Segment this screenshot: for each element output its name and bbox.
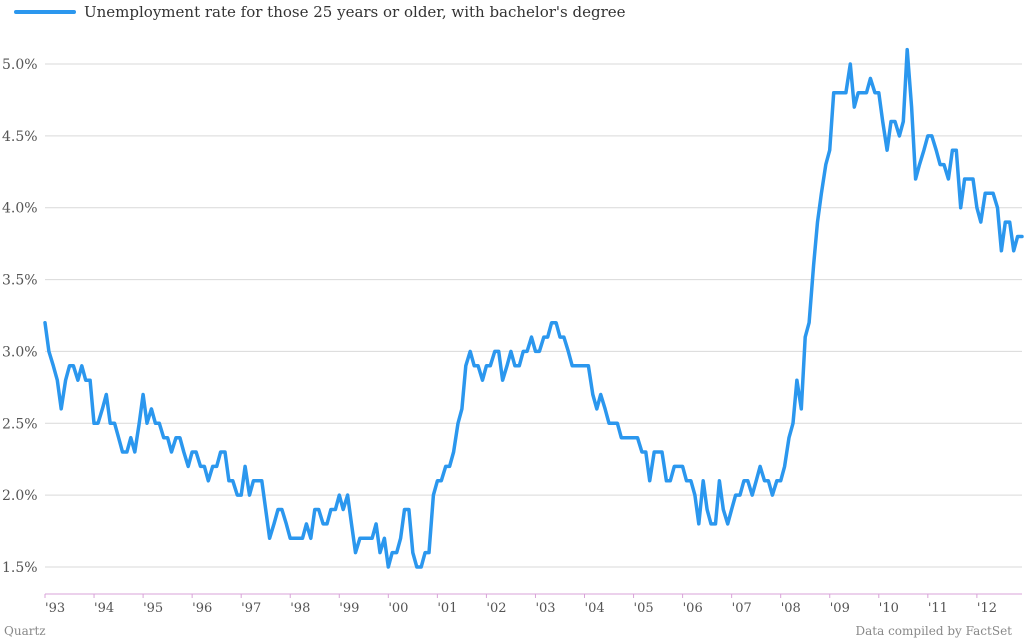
x-tick-label: '96 [192,601,212,616]
x-tick-label: '03 [535,601,555,616]
x-tick-label: '08 [781,601,801,616]
x-tick-label: '07 [732,601,752,616]
y-tick-label: 2.0% [2,488,38,504]
x-tick-label: '06 [683,601,703,616]
y-tick-label: 2.5% [2,416,38,432]
x-tick-label: '93 [45,601,65,616]
x-tick-label: '04 [585,601,605,616]
source-credit: Quartz [4,624,46,638]
legend-label: Unemployment rate for those 25 years or … [84,3,626,21]
x-tick-label: '11 [928,601,948,616]
series-line [43,47,1024,569]
x-tick-label: '12 [977,601,997,616]
y-axis: 1.5% 2.0% 2.5% 3.0% 3.5% 4.0% 4.5% 5.0% [2,57,38,576]
y-tick-label: 4.0% [2,201,38,217]
x-tick-label: '09 [830,601,850,616]
x-tick-label: '99 [339,601,359,616]
y-tick-label: 1.5% [2,560,38,576]
legend: Unemployment rate for those 25 years or … [14,3,626,21]
x-axis: '93 '94 '95 '96 '97 '98 '99 '00 '01 '02 '03 '04 '05 '… [44,594,997,616]
x-tick-label: '94 [94,601,114,616]
x-tick-label: '10 [879,601,899,616]
y-tick-label: 5.0% [2,57,38,73]
y-tick-label: 4.5% [2,129,38,145]
x-tick-label: '01 [437,601,457,616]
x-tick-label: '05 [634,601,654,616]
y-tick-label: 3.0% [2,344,38,360]
x-tick-label: '97 [241,601,261,616]
x-tick-label: '00 [388,601,408,616]
y-tick-label: 3.5% [2,273,38,289]
data-source-note: Data compiled by FactSet [855,624,1012,638]
x-tick-label: '98 [290,601,310,616]
legend-swatch [14,10,76,14]
x-tick-label: '02 [486,601,506,616]
grid-lines [45,63,1022,568]
x-tick-label: '95 [143,601,163,616]
